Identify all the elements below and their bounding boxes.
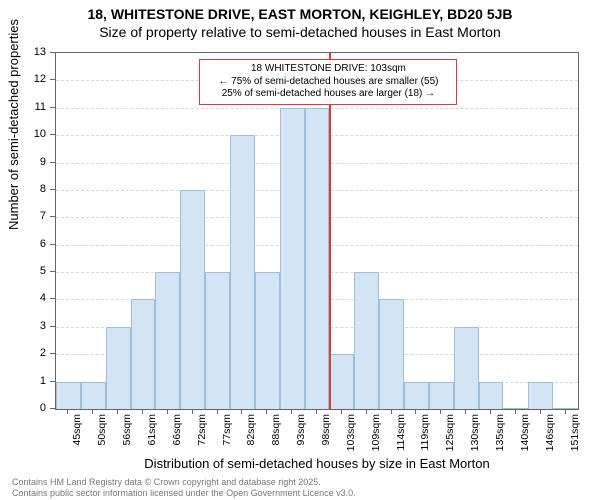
x-tick-label: 119sqm [419, 414, 431, 451]
x-tick-mark [391, 409, 392, 414]
x-tick-mark [167, 409, 168, 414]
histogram-bar [56, 382, 81, 409]
x-tick-mark [540, 409, 541, 414]
x-tick-mark [192, 409, 193, 414]
x-tick-label: 125sqm [444, 414, 456, 451]
histogram-bar [429, 382, 454, 409]
annotation-box: 18 WHITESTONE DRIVE: 103sqm← 75% of semi… [199, 59, 457, 105]
x-tick-mark [291, 409, 292, 414]
x-tick-label: 135sqm [494, 414, 506, 451]
histogram-bar [81, 382, 106, 409]
footer-line2: Contains public sector information licen… [12, 488, 356, 498]
histogram-bar [131, 299, 156, 409]
y-axis-ticks: 012345678910111213 [0, 52, 50, 410]
x-tick-mark [515, 409, 516, 414]
x-tick-mark [241, 409, 242, 414]
x-tick-label: 82sqm [245, 414, 257, 446]
histogram-bar [230, 135, 255, 409]
chart-subtitle: Size of property relative to semi-detach… [0, 24, 600, 40]
histogram-bar [379, 299, 404, 409]
y-tick-label: 12 [34, 73, 46, 85]
histogram-bar [280, 108, 305, 409]
histogram-bar [553, 408, 578, 409]
histogram-bar [454, 327, 479, 409]
x-tick-mark [266, 409, 267, 414]
chart-footer: Contains HM Land Registry data © Crown c… [12, 477, 356, 498]
x-tick-mark [316, 409, 317, 414]
annotation-line: 18 WHITESTONE DRIVE: 103sqm [205, 63, 451, 76]
histogram-bar [503, 408, 528, 409]
x-tick-mark [366, 409, 367, 414]
x-tick-label: 88sqm [270, 414, 282, 446]
x-tick-label: 130sqm [469, 414, 481, 451]
histogram-bar [528, 382, 553, 409]
x-tick-label: 50sqm [96, 414, 108, 446]
x-tick-mark [341, 409, 342, 414]
y-tick-label: 3 [40, 320, 46, 332]
x-tick-label: 103sqm [345, 414, 357, 451]
x-tick-label: 56sqm [121, 414, 133, 446]
y-tick-label: 7 [40, 210, 46, 222]
histogram-bar [329, 354, 354, 409]
x-tick-mark [217, 409, 218, 414]
y-tick-label: 4 [40, 292, 46, 304]
y-tick-label: 6 [40, 238, 46, 250]
x-tick-label: 140sqm [519, 414, 531, 451]
x-tick-mark [142, 409, 143, 414]
y-tick-label: 5 [40, 265, 46, 277]
x-tick-label: 45sqm [71, 414, 83, 446]
x-tick-label: 146sqm [544, 414, 556, 451]
y-tick-label: 1 [40, 375, 46, 387]
x-tick-mark [415, 409, 416, 414]
x-tick-mark [465, 409, 466, 414]
reference-line [329, 53, 331, 409]
y-tick-label: 13 [34, 46, 46, 58]
histogram-bar [106, 327, 131, 409]
x-tick-mark [92, 409, 93, 414]
chart-title: 18, WHITESTONE DRIVE, EAST MORTON, KEIGH… [0, 0, 600, 24]
annotation-line: 25% of semi-detached houses are larger (… [205, 88, 451, 101]
histogram-bar [205, 272, 230, 409]
x-tick-label: 61sqm [146, 414, 158, 446]
histogram-bar [180, 190, 205, 409]
x-tick-mark [67, 409, 68, 414]
y-tick-label: 10 [34, 128, 46, 140]
x-axis-ticks: 45sqm 50sqm 56sqm 61sqm 66sqm 72sqm 77sqm 82sqm… [55, 410, 579, 460]
y-tick-label: 0 [40, 402, 46, 414]
x-tick-label: 66sqm [171, 414, 183, 446]
histogram-bar [255, 272, 280, 409]
x-tick-label: 114sqm [395, 414, 407, 451]
histogram-bar [354, 272, 379, 409]
plot-area: 18 WHITESTONE DRIVE: 103sqm← 75% of semi… [55, 52, 579, 410]
y-tick-label: 9 [40, 156, 46, 168]
x-tick-label: 109sqm [370, 414, 382, 451]
x-tick-mark [440, 409, 441, 414]
x-tick-label: 98sqm [320, 414, 332, 446]
y-tick-label: 8 [40, 183, 46, 195]
property-size-chart: 18, WHITESTONE DRIVE, EAST MORTON, KEIGH… [0, 0, 600, 500]
x-tick-label: 77sqm [221, 414, 233, 446]
y-tick-label: 11 [35, 101, 46, 113]
annotation-line: ← 75% of semi-detached houses are smalle… [205, 76, 451, 89]
x-axis-title: Distribution of semi-detached houses by … [55, 456, 579, 471]
title-line1: 18, WHITESTONE DRIVE, EAST MORTON, KEIGH… [87, 6, 512, 22]
x-tick-label: 93sqm [295, 414, 307, 446]
histogram-bar [305, 108, 330, 409]
x-tick-mark [565, 409, 566, 414]
x-tick-label: 151sqm [569, 414, 581, 451]
histogram-bar [404, 382, 429, 409]
x-tick-label: 72sqm [196, 414, 208, 446]
footer-line1: Contains HM Land Registry data © Crown c… [12, 477, 356, 487]
y-tick-label: 2 [40, 347, 46, 359]
histogram-bar [155, 272, 180, 409]
x-tick-mark [117, 409, 118, 414]
x-tick-mark [490, 409, 491, 414]
histogram-bar [479, 382, 504, 409]
